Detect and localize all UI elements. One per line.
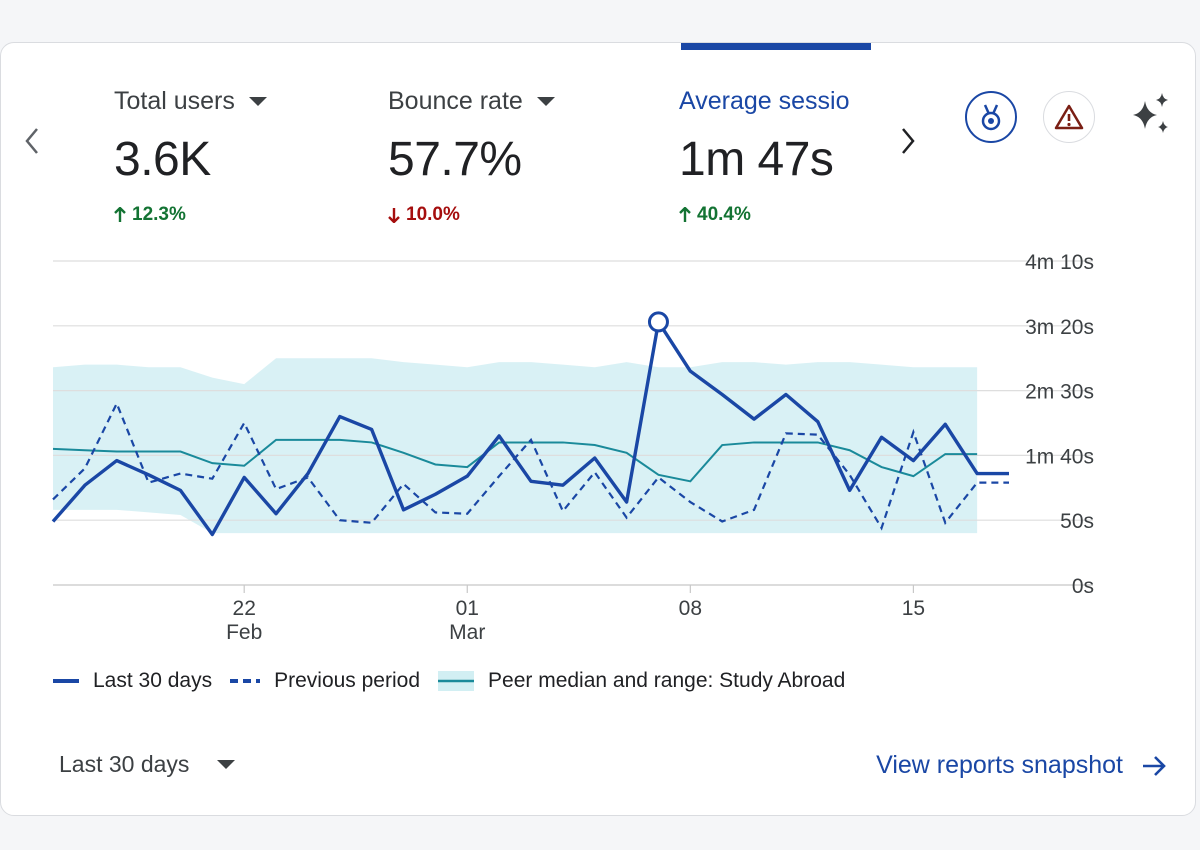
legend-swatch-band bbox=[438, 671, 475, 691]
metric-change: 12.3% bbox=[114, 204, 267, 226]
view-reports-snapshot-link[interactable]: View reports snapshot bbox=[876, 751, 1167, 780]
metric-value: 1m 47s bbox=[679, 133, 834, 186]
sparkle-icon[interactable] bbox=[1125, 89, 1177, 141]
arrow-right-icon bbox=[1143, 755, 1166, 776]
peer-median-line bbox=[52, 438, 978, 483]
chart-legend: Last 30 days Previous period Peer median… bbox=[53, 669, 845, 693]
metric-change: 40.4% bbox=[679, 204, 849, 226]
x-tick-label: 01 bbox=[456, 597, 479, 620]
metric-title-text: Average sessio bbox=[679, 87, 850, 115]
chevron-left-icon[interactable] bbox=[17, 121, 47, 161]
peer-range-band bbox=[53, 358, 978, 534]
active-tab-indicator bbox=[681, 43, 871, 50]
x-tick-label: 15 bbox=[902, 597, 925, 620]
y-tick-label: 0s bbox=[1072, 575, 1094, 598]
arrow-up-icon bbox=[679, 207, 691, 222]
y-tick-label: 4m 10s bbox=[1025, 251, 1094, 274]
metric-value: 57.7% bbox=[388, 133, 522, 186]
legend-swatch-solid bbox=[53, 679, 79, 683]
warning-icon[interactable] bbox=[1043, 91, 1095, 143]
metric-change-value: 12.3% bbox=[132, 204, 186, 225]
highlight-point bbox=[647, 311, 669, 333]
metric-title: Average sessio bbox=[679, 87, 849, 116]
metric-change-value: 10.0% bbox=[406, 204, 460, 225]
caret-down-icon[interactable] bbox=[536, 97, 555, 106]
metric-tab-average-session[interactable]: Average sessio 1m 47s 40.4% bbox=[679, 87, 849, 226]
metric-change: 10.0% bbox=[388, 204, 555, 226]
legend-item-peer-range[interactable]: Peer median and range: Study Abroad bbox=[438, 669, 845, 693]
metric-title: Bounce rate bbox=[388, 87, 555, 116]
x-tick-label: 22 bbox=[233, 597, 256, 620]
metric-title-text: Total users bbox=[114, 87, 235, 115]
arrow-up-icon bbox=[114, 207, 126, 222]
chevron-right-icon[interactable] bbox=[893, 121, 923, 161]
legend-label: Previous period bbox=[274, 669, 421, 692]
x-tick-label: Mar bbox=[449, 621, 485, 644]
legend-swatch-dashed bbox=[230, 679, 261, 683]
benchmark-medal-icon[interactable] bbox=[965, 91, 1017, 143]
arrow-down-icon bbox=[388, 208, 400, 223]
link-label: View reports snapshot bbox=[876, 751, 1123, 779]
metric-card: Total users 3.6K 12.3% Bounce rate 57.7%… bbox=[0, 42, 1196, 816]
y-tick-label: 3m 20s bbox=[1025, 316, 1094, 339]
metric-change-value: 40.4% bbox=[697, 204, 751, 225]
caret-down-icon bbox=[217, 760, 236, 769]
last-30-days-line bbox=[51, 320, 1009, 537]
legend-label: Peer median and range: Study Abroad bbox=[488, 669, 846, 692]
date-range-label: Last 30 days bbox=[59, 751, 190, 777]
legend-item-previous-period[interactable]: Previous period bbox=[230, 669, 420, 693]
metric-tab-total-users[interactable]: Total users 3.6K 12.3% bbox=[114, 87, 267, 226]
legend-item-last-30-days[interactable]: Last 30 days bbox=[53, 669, 212, 693]
date-range-dropdown[interactable]: Last 30 days bbox=[59, 751, 236, 778]
legend-label: Last 30 days bbox=[93, 669, 213, 692]
previous-period-line bbox=[52, 400, 1009, 531]
caret-down-icon[interactable] bbox=[248, 97, 267, 106]
metric-tabs: Total users 3.6K 12.3% Bounce rate 57.7%… bbox=[61, 43, 871, 243]
metric-title: Total users bbox=[114, 87, 267, 116]
y-tick-label: 2m 30s bbox=[1025, 381, 1094, 404]
metric-value: 3.6K bbox=[114, 133, 211, 186]
x-tick-label: Feb bbox=[226, 621, 262, 644]
y-tick-label: 1m 40s bbox=[1025, 445, 1094, 468]
y-tick-label: 50s bbox=[1060, 510, 1094, 533]
x-tick-label: 08 bbox=[679, 597, 702, 620]
metric-title-text: Bounce rate bbox=[388, 87, 523, 115]
metric-tab-bounce-rate[interactable]: Bounce rate 57.7% 10.0% bbox=[388, 87, 555, 226]
